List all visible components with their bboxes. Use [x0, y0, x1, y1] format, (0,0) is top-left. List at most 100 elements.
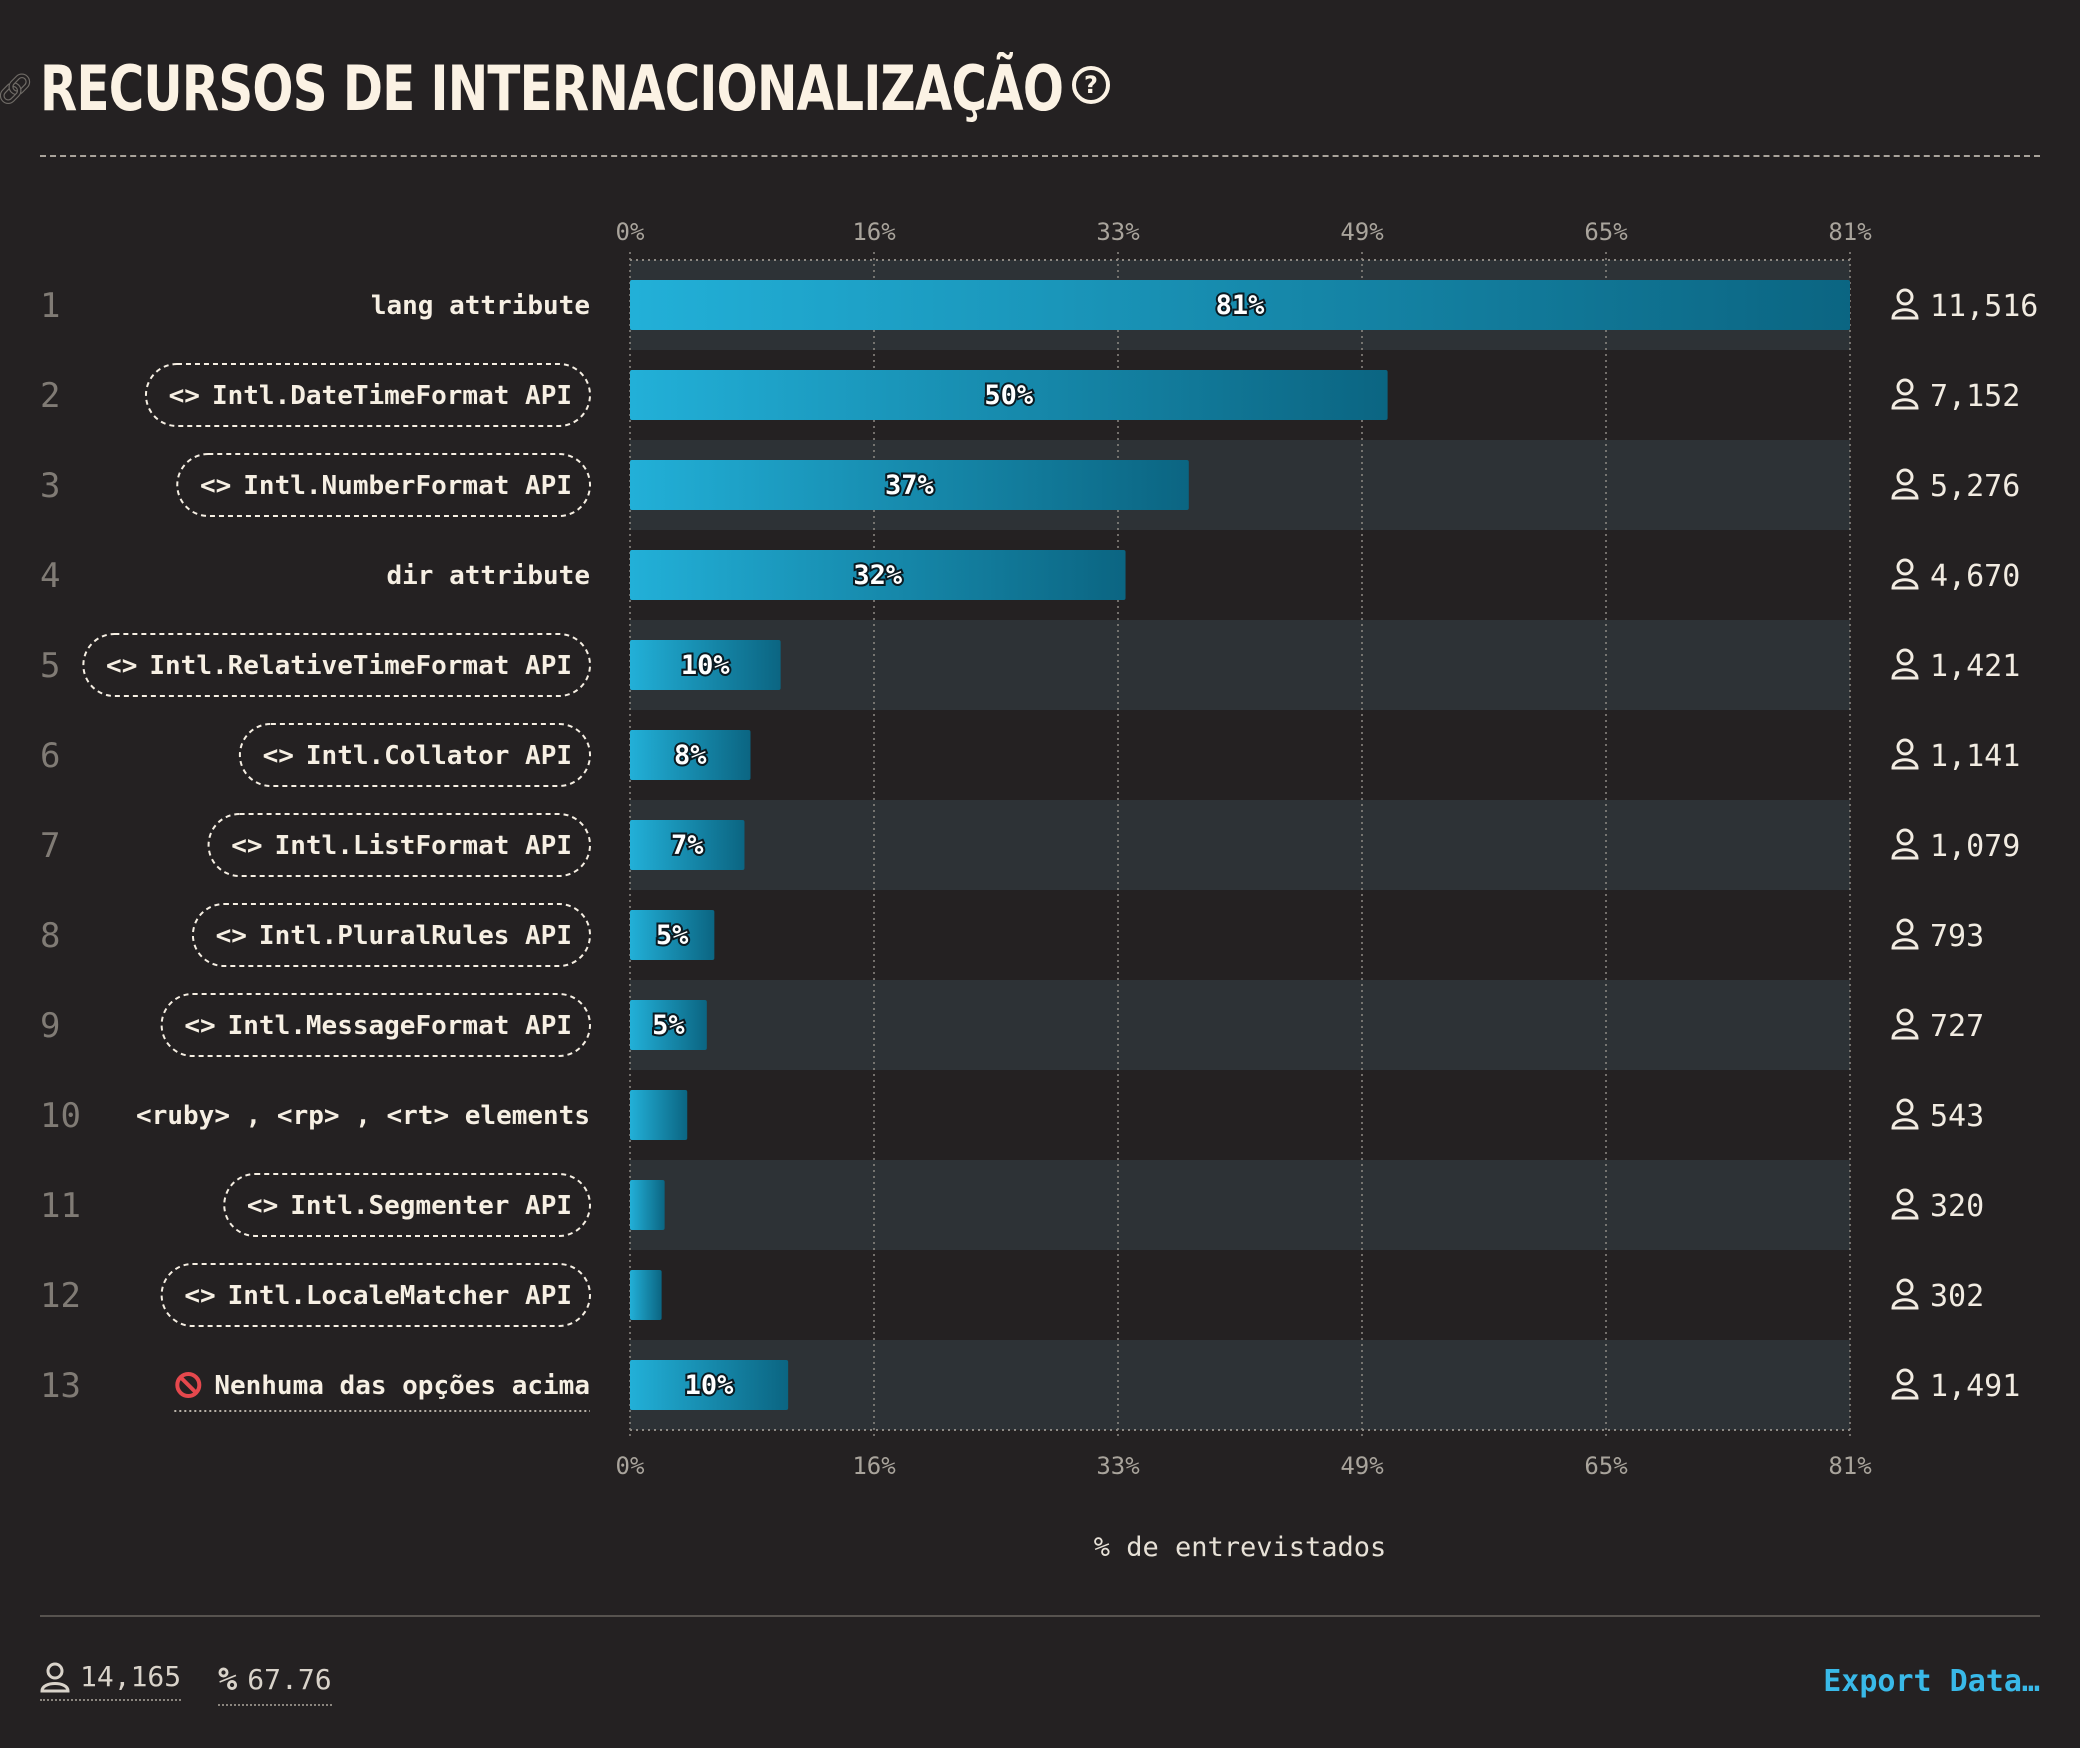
bar [630, 820, 745, 870]
respondent-count: 543 [1930, 1099, 1984, 1134]
row-band [630, 980, 1850, 1070]
top-tick-label: 33% [1096, 218, 1140, 246]
user-icon [1896, 1098, 1914, 1116]
code-icon: <> [216, 921, 247, 951]
row-band [630, 620, 1850, 710]
respondent-count: 1,491 [1930, 1369, 2020, 1404]
user-icon [1896, 648, 1914, 666]
respondent-count: 727 [1930, 1009, 1984, 1044]
user-icon-body [1891, 1208, 1919, 1220]
rank-number: 9 [40, 1006, 60, 1046]
bottom-tick-label: 65% [1584, 1452, 1628, 1480]
row-band [630, 800, 1850, 890]
rank-number: 3 [40, 466, 60, 506]
row-label: Intl.ListFormat API [275, 831, 572, 861]
percentage-value: 67.76 [247, 1662, 332, 1696]
rank-number: 8 [40, 916, 60, 956]
row-label: Intl.RelativeTimeFormat API [149, 651, 572, 681]
user-icon [1896, 378, 1914, 396]
bottom-tick-label: 16% [852, 1452, 896, 1480]
user-icon [1896, 1278, 1914, 1296]
top-tick-label: 65% [1584, 218, 1628, 246]
user-icon-body [1891, 1388, 1919, 1400]
x-axis-label: % de entrevistados [1094, 1532, 1387, 1563]
user-icon-body [1891, 1118, 1919, 1130]
bottom-tick-label: 33% [1096, 1452, 1140, 1480]
user-icon-body [1891, 1028, 1919, 1040]
respondent-count: 11,516 [1930, 289, 2038, 324]
bar [630, 1360, 789, 1410]
bar-value-label: 37% [885, 470, 935, 501]
bar-value-label: 10% [685, 1370, 735, 1401]
bar [630, 910, 715, 960]
bar [630, 640, 781, 690]
export-data-button[interactable]: Export Data… [1823, 1664, 2040, 1699]
api-tag-outline [82, 633, 591, 697]
user-icon-body [1891, 758, 1919, 770]
code-icon: <> [184, 1281, 215, 1311]
bar-value-label: 5% [656, 920, 689, 951]
user-icon [1896, 288, 1914, 306]
user-icon-body [1891, 308, 1919, 320]
code-icon: <> [106, 651, 137, 681]
bar-value-label: 81% [1216, 290, 1266, 321]
row-label: Intl.Collator API [306, 741, 572, 771]
user-icon [40, 1662, 70, 1692]
rank-number: 13 [40, 1366, 81, 1406]
percent-icon: % [218, 1660, 238, 1698]
rank-number: 12 [40, 1276, 81, 1316]
respondent-count: 1,079 [1930, 829, 2020, 864]
title-divider [40, 155, 2040, 157]
respondent-count: 302 [1930, 1279, 1984, 1314]
prohibited-icon [175, 1372, 202, 1398]
rank-number: 2 [40, 376, 60, 416]
code-icon: <> [200, 471, 231, 501]
bar [630, 460, 1189, 510]
row-label: Intl.MessageFormat API [228, 1011, 572, 1041]
api-tag-outline [238, 723, 591, 787]
code-icon: <> [263, 741, 294, 771]
respondent-count: 793 [1930, 919, 1984, 954]
question-circle-icon[interactable]: ? [1072, 66, 1110, 104]
api-tag-outline [160, 993, 591, 1057]
user-icon [1896, 918, 1914, 936]
row-band [630, 1160, 1850, 1250]
rank-number: 6 [40, 736, 60, 776]
row-label: dir attribute [387, 561, 591, 591]
row-label: Intl.PluralRules API [259, 921, 572, 951]
bar [630, 1000, 707, 1050]
rank-number: 10 [40, 1096, 81, 1136]
user-icon [1896, 1008, 1914, 1026]
respondent-count: 5,276 [1930, 469, 2020, 504]
percentage-stat[interactable]: % 67.76 [218, 1660, 332, 1706]
user-icon [1896, 1188, 1914, 1206]
user-icon [1896, 558, 1914, 576]
bar [630, 550, 1126, 600]
bar [630, 1090, 688, 1140]
link-icon[interactable]: 🔗︎ [0, 72, 35, 107]
api-tag-outline [223, 1173, 591, 1237]
api-tag-outline [160, 1263, 591, 1327]
bar-chart: 0%0%16%16%33%33%49%49%65%65%81%81%% de e… [40, 218, 2038, 1563]
user-icon-body [1891, 848, 1919, 860]
respondents-count: 14,165 [80, 1660, 182, 1693]
bar-value-label: 50% [984, 380, 1034, 411]
row-label: <ruby> , <rp> , <rt> elements [136, 1101, 590, 1131]
respondent-count: 7,152 [1930, 379, 2020, 414]
user-icon [1896, 1368, 1914, 1386]
code-icon: <> [231, 831, 262, 861]
rank-number: 5 [40, 646, 60, 686]
respondent-count: 320 [1930, 1189, 1984, 1224]
user-icon [1896, 828, 1914, 846]
user-icon-body [1891, 578, 1919, 590]
respondents-stat[interactable]: 14,165 [40, 1660, 182, 1701]
row-label: Intl.NumberFormat API [243, 471, 572, 501]
row-label: Intl.DateTimeFormat API [212, 381, 572, 411]
top-tick-label: 0% [616, 218, 645, 246]
rank-number: 7 [40, 826, 60, 866]
code-icon: <> [184, 1011, 215, 1041]
bar-value-label: 5% [652, 1010, 685, 1041]
footer-divider [40, 1615, 2040, 1617]
respondent-count: 4,670 [1930, 559, 2020, 594]
bar [630, 370, 1388, 420]
